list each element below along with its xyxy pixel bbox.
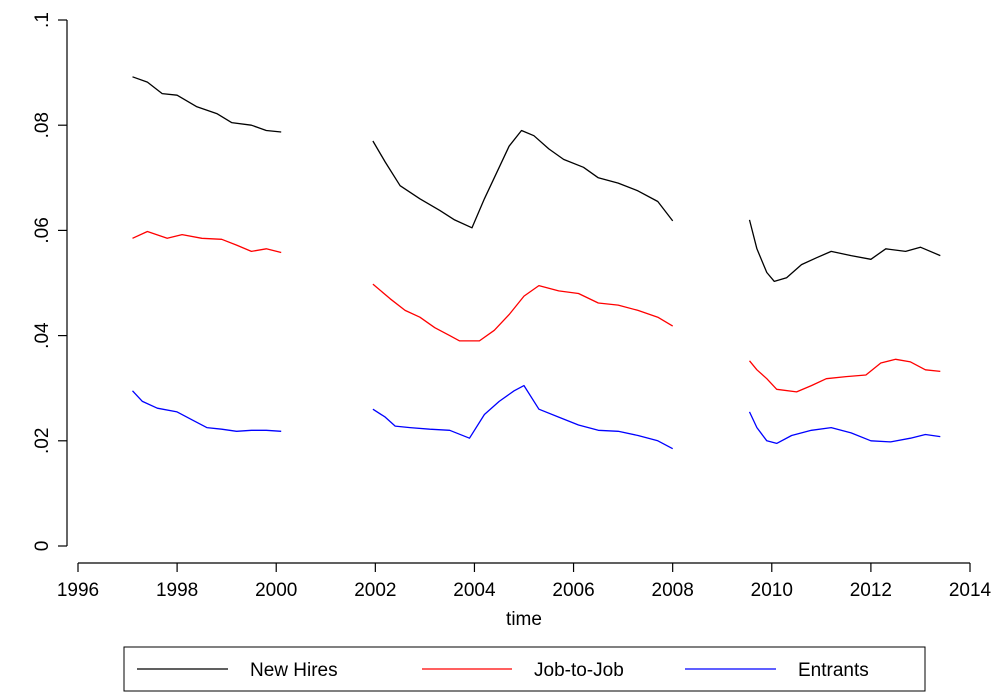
legend-label-entrants: Entrants	[798, 660, 869, 681]
x-tick-label: 2010	[751, 580, 793, 601]
legend-box	[123, 646, 926, 692]
y-tick-label: .02	[32, 428, 53, 454]
x-axis-ticks: 1996 1998 2000 2002 2004 2006 2008 2010 2012 2014	[57, 563, 992, 601]
series-line-entrants	[748, 411, 941, 445]
legend-label-new-hires: New Hires	[250, 660, 338, 681]
y-tick-label: .08	[32, 112, 53, 138]
series-line-new-hires	[132, 76, 282, 133]
series-line-job-to-job	[748, 358, 941, 393]
x-tick-label: 2014	[949, 580, 992, 601]
series-line-job-to-job	[372, 283, 674, 342]
y-axis-ticks: 0 .02 .04 .06 .08 .1	[32, 12, 67, 551]
series-line-entrants	[372, 384, 674, 450]
y-tick-label: .04	[32, 322, 53, 349]
x-tick-label: 2012	[850, 580, 892, 601]
legend-label-job-to-job: Job-to-Job	[534, 660, 624, 681]
y-tick-label: 0	[32, 541, 53, 552]
x-tick-label: 2000	[255, 580, 297, 601]
y-tick-label: .1	[32, 12, 53, 28]
series-line-new-hires	[372, 129, 674, 229]
x-axis-title: time	[506, 609, 542, 630]
y-tick-label: .06	[32, 217, 53, 243]
series-line-job-to-job	[132, 230, 282, 254]
x-tick-label: 2004	[453, 580, 496, 601]
plot-series	[132, 76, 941, 450]
x-tick-label: 2002	[354, 580, 396, 601]
x-tick-label: 2008	[652, 580, 694, 601]
x-tick-label: 1998	[156, 580, 198, 601]
series-line-entrants	[132, 390, 282, 432]
x-tick-label: 1996	[57, 580, 99, 601]
x-tick-label: 2006	[552, 580, 594, 601]
series-line-new-hires	[748, 219, 941, 283]
legend: New Hires Job-to-Job Entrants	[123, 646, 926, 692]
